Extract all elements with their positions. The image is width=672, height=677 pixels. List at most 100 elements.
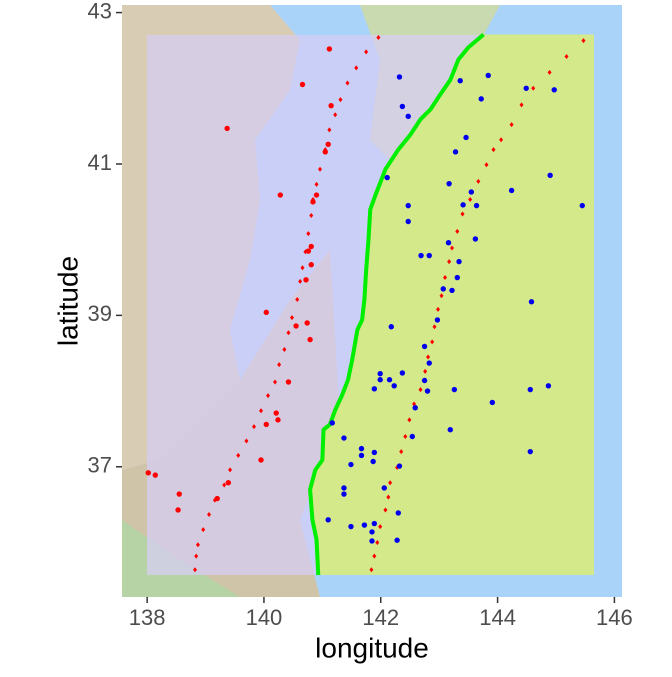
point <box>508 187 515 194</box>
point <box>371 449 378 456</box>
plot <box>145 32 594 576</box>
point <box>195 542 200 548</box>
point <box>405 202 411 209</box>
point <box>370 458 376 465</box>
point <box>313 192 320 198</box>
point <box>282 346 287 352</box>
point <box>378 524 383 530</box>
point <box>484 162 489 168</box>
point <box>473 202 480 209</box>
x-tick-label: 144 <box>479 605 516 630</box>
point <box>310 199 316 205</box>
point <box>358 452 365 459</box>
point <box>236 452 241 458</box>
point <box>399 103 406 110</box>
point <box>275 417 281 423</box>
point <box>396 463 403 469</box>
point <box>395 510 401 516</box>
point <box>440 286 446 292</box>
point <box>451 386 458 393</box>
point <box>436 306 441 312</box>
point <box>228 467 233 473</box>
point <box>545 383 552 389</box>
point <box>452 149 459 155</box>
point <box>418 252 424 259</box>
point <box>299 81 306 88</box>
point <box>225 479 232 486</box>
point <box>372 553 377 559</box>
point <box>434 317 441 323</box>
point <box>418 387 423 393</box>
point <box>426 354 431 360</box>
point <box>314 181 319 187</box>
point <box>266 393 271 399</box>
point <box>472 236 479 242</box>
point <box>322 149 328 155</box>
point <box>244 438 249 444</box>
point <box>388 324 394 330</box>
point <box>263 309 269 316</box>
point <box>407 417 412 423</box>
point <box>447 259 452 265</box>
point <box>325 141 331 147</box>
point <box>377 377 383 383</box>
point <box>519 102 524 108</box>
point <box>485 72 491 79</box>
point <box>341 435 347 441</box>
point <box>152 472 158 478</box>
point <box>318 166 323 172</box>
point <box>304 320 310 326</box>
point <box>456 258 462 265</box>
point <box>289 315 294 321</box>
x-tick-label: 142 <box>362 605 399 630</box>
point <box>252 424 257 430</box>
point <box>547 69 552 75</box>
point <box>325 517 331 523</box>
point <box>329 420 335 426</box>
point <box>298 278 303 284</box>
point <box>509 122 514 128</box>
point <box>295 296 300 302</box>
point <box>489 399 496 406</box>
point <box>273 410 279 416</box>
point <box>399 370 406 376</box>
land <box>122 520 240 597</box>
point <box>145 470 151 476</box>
point <box>421 343 428 350</box>
point <box>222 482 227 488</box>
point <box>399 449 404 455</box>
point <box>273 379 278 385</box>
point <box>328 102 334 109</box>
point <box>309 212 314 218</box>
y-tick-label: 37 <box>88 453 112 478</box>
point <box>364 49 369 55</box>
point <box>447 426 453 433</box>
point <box>341 491 347 497</box>
point <box>450 245 455 251</box>
point <box>551 87 557 93</box>
point <box>391 383 397 389</box>
point <box>300 265 305 271</box>
point <box>341 485 347 491</box>
point <box>383 507 388 513</box>
point <box>579 202 585 209</box>
point <box>409 433 416 440</box>
point <box>327 127 332 133</box>
point <box>285 379 292 385</box>
x-tick-label: 140 <box>246 605 283 630</box>
point <box>421 377 428 384</box>
point <box>445 240 452 246</box>
point <box>369 538 375 544</box>
boundary-line <box>308 32 485 576</box>
point <box>224 125 230 132</box>
point <box>358 445 365 452</box>
point <box>527 448 533 455</box>
point <box>454 274 460 281</box>
point <box>207 511 212 517</box>
point <box>377 370 383 377</box>
point <box>348 461 354 468</box>
point <box>460 211 465 217</box>
point <box>333 112 338 118</box>
point <box>527 386 533 393</box>
point <box>396 74 403 80</box>
